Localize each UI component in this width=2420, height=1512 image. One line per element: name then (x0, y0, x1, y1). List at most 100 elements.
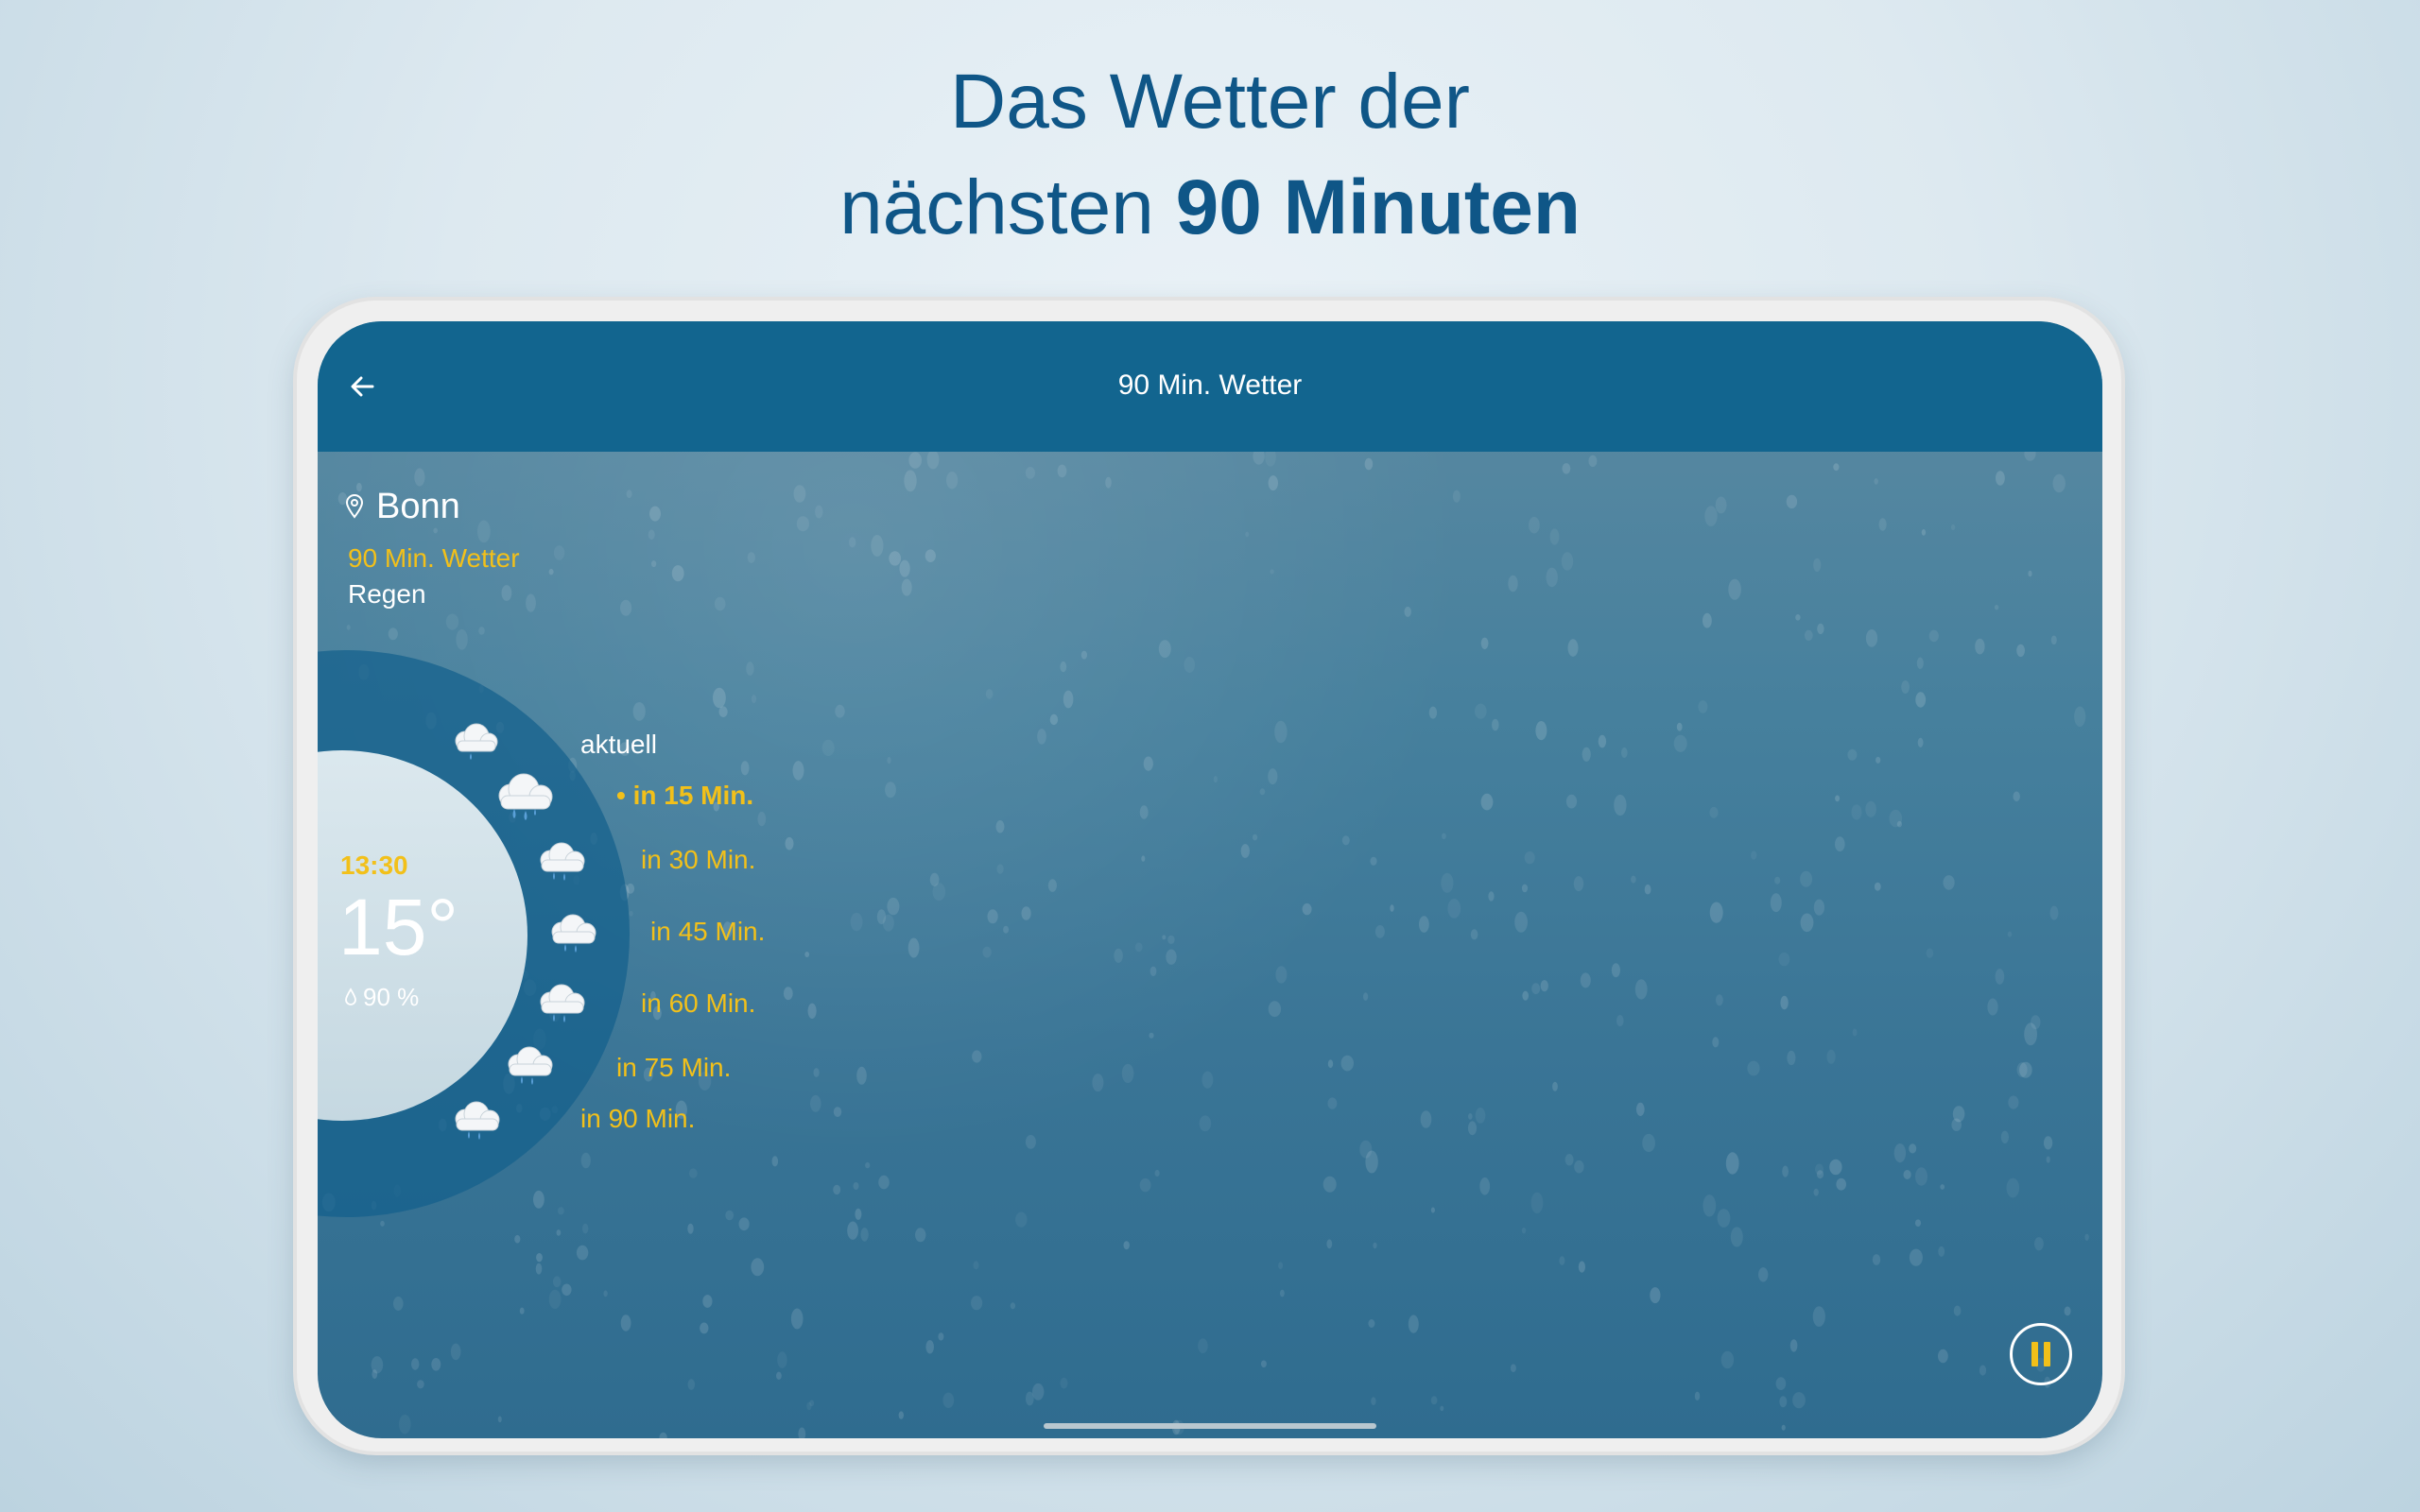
rain-drop (1268, 768, 1278, 785)
rain-drop (1003, 925, 1010, 934)
rain-drop (1514, 911, 1528, 933)
rain-drop (995, 820, 1005, 833)
rain-drop (1049, 713, 1059, 726)
rain-drop (1835, 836, 1845, 852)
rain-drop (793, 485, 806, 503)
timeline-label-15[interactable]: • in 15 Min. (616, 781, 754, 810)
rain-drop (1833, 463, 1840, 472)
rain-drop (1522, 990, 1529, 1001)
timeline-label-30[interactable]: in 30 Min. (641, 845, 756, 874)
rain-drop (1274, 720, 1288, 744)
rain-drop (807, 1003, 817, 1019)
rain-drop (450, 1343, 461, 1361)
rain-drop (1475, 1108, 1486, 1124)
cloud-light-rain-icon[interactable] (446, 722, 503, 764)
rain-drop (411, 1358, 420, 1370)
rain-drop (1953, 1305, 1962, 1316)
rain-drop (1265, 452, 1276, 467)
timeline-label-60[interactable]: in 60 Min. (641, 988, 756, 1018)
rain-drop (1390, 904, 1394, 912)
rain-drop (1847, 748, 1858, 761)
rain-drop (1786, 494, 1798, 509)
rain-drop (346, 625, 351, 630)
rain-drop (445, 613, 459, 630)
rain-drop (1852, 1028, 1858, 1037)
rain-drop (477, 520, 491, 543)
rain-drop (2024, 1022, 2037, 1046)
rain-drop (1141, 855, 1146, 862)
rain-drop (1162, 935, 1167, 940)
rain-drop (1430, 1207, 1435, 1213)
rain-drop (1712, 1037, 1720, 1048)
headline-line-2-regular: nächsten (839, 164, 1176, 250)
rain-drop (1614, 794, 1627, 816)
rain-drop (1524, 850, 1535, 865)
location-selector[interactable]: Bonn (344, 484, 460, 529)
rain-drop (1510, 1364, 1516, 1372)
pause-button[interactable] (2010, 1323, 2072, 1385)
rain-drop (904, 470, 917, 492)
rain-drop (1063, 690, 1074, 709)
rain-drop (853, 1182, 859, 1190)
rain-drop (942, 1392, 955, 1408)
rain-drop (558, 1207, 564, 1215)
rain-drop (1851, 804, 1862, 820)
rain-drop (1479, 1177, 1491, 1195)
rain-drop (1326, 1239, 1333, 1249)
rain-drop (478, 627, 485, 635)
timeline-label-now[interactable]: aktuell (580, 730, 657, 759)
rain-drop (1938, 1349, 1948, 1364)
rain-drop (882, 914, 894, 932)
rain-drop (519, 1307, 525, 1314)
rain-drop (380, 1220, 385, 1227)
rain-drop (1781, 1424, 1786, 1431)
home-indicator[interactable] (1044, 1423, 1376, 1429)
rain-drop (1780, 995, 1789, 1010)
rain-drop (1508, 575, 1518, 593)
rain-drop (1901, 680, 1910, 694)
rain-drop (1468, 1113, 1473, 1120)
rain-drop (648, 529, 655, 541)
rain-drop (1327, 1097, 1338, 1109)
rain-drop (1080, 650, 1087, 660)
rain-drop (2016, 1062, 2028, 1077)
timeline-label-75[interactable]: in 75 Min. (616, 1053, 732, 1082)
rain-drop (1363, 992, 1369, 1001)
rain-drop (1816, 1170, 1824, 1179)
rain-drop (1114, 948, 1123, 963)
cloud-rain-icon-75[interactable] (499, 1045, 558, 1089)
rain-drop (1280, 1289, 1285, 1297)
back-button[interactable] (338, 363, 386, 410)
rain-drop (1635, 1102, 1645, 1116)
rain-drop (1327, 1059, 1334, 1069)
timeline-label-45[interactable]: in 45 Min. (650, 917, 766, 946)
rain-drop (1893, 1143, 1907, 1163)
rain-drop (1531, 983, 1541, 995)
rain-drop (1021, 906, 1031, 920)
cloud-rain-icon-30[interactable] (531, 841, 590, 885)
rain-drop (1253, 833, 1258, 841)
rain-drop (1703, 612, 1712, 628)
rain-drop (1725, 1152, 1739, 1175)
cloud-rain-icon-45[interactable] (543, 913, 601, 956)
timeline-label-90[interactable]: in 90 Min. (580, 1104, 696, 1133)
rain-drop (2034, 1237, 2044, 1251)
rain-drop (417, 1380, 424, 1389)
rain-drop (632, 702, 646, 721)
rain-drop (1611, 963, 1620, 978)
rain-drop (1374, 925, 1385, 938)
marketing-headline: Das Wetter der nächsten 90 Minuten (0, 49, 2420, 261)
rain-drop (1715, 496, 1727, 514)
rain-drop (1322, 1176, 1337, 1193)
rain-drop (747, 552, 755, 563)
rain-drop (536, 1253, 543, 1263)
rain-drop (1889, 809, 1903, 828)
cloud-rain-icon-60[interactable] (531, 983, 590, 1026)
rain-drop (2013, 791, 2020, 802)
rain-drop (1952, 1106, 1965, 1123)
rain-drop (1419, 916, 1429, 933)
rain-drop (856, 1066, 867, 1085)
rain-drop (987, 909, 998, 924)
cloud-rain-icon-90[interactable] (446, 1100, 505, 1143)
cloud-heavy-rain-icon[interactable] (488, 773, 560, 824)
